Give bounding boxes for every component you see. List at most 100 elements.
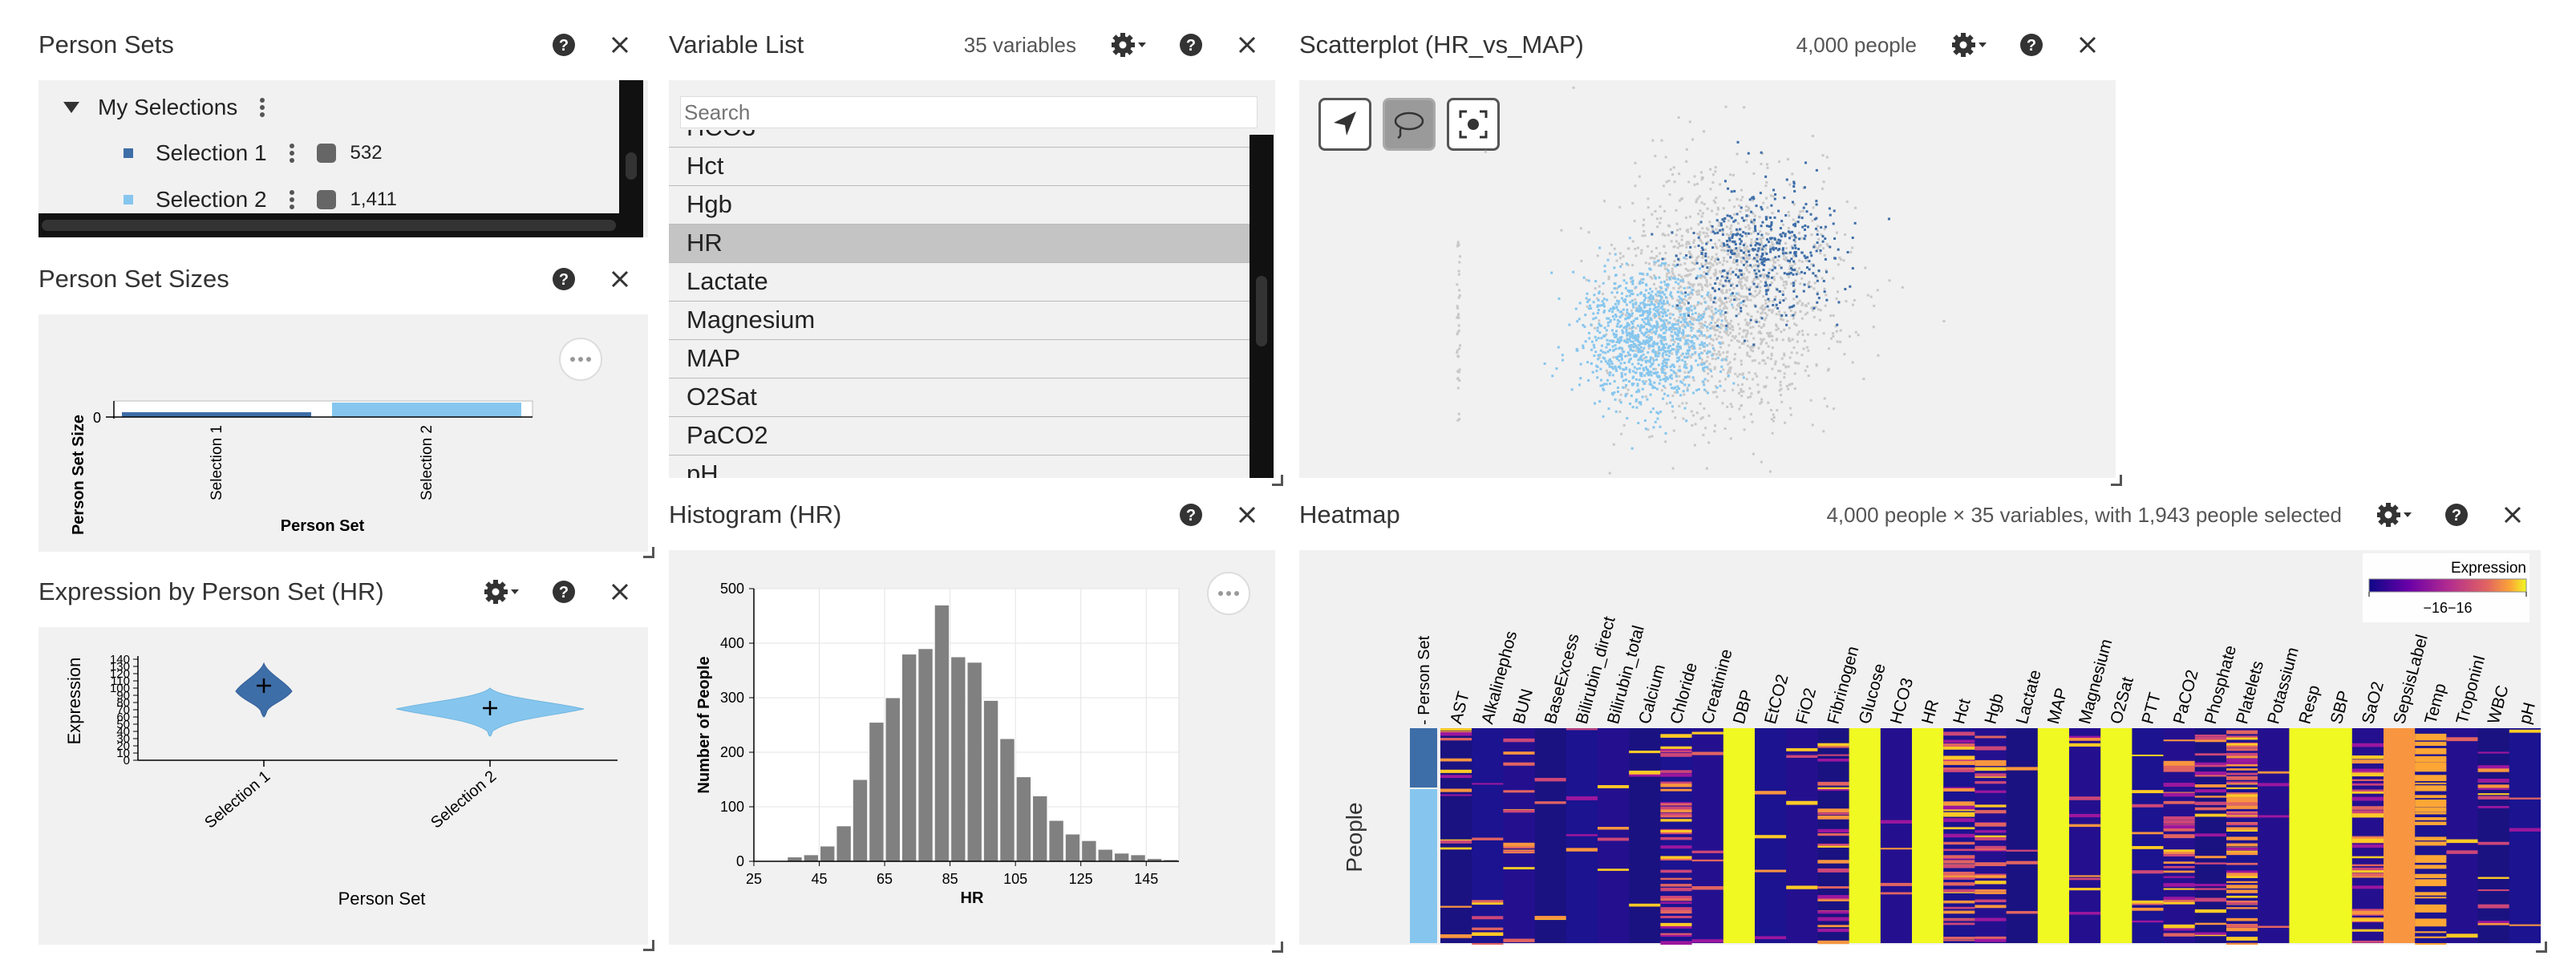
variable-item[interactable]: pH <box>669 456 1250 478</box>
variable-item-magnesium[interactable]: Magnesium <box>669 302 1250 340</box>
scatter-point <box>1793 361 1796 364</box>
variable-item-map[interactable]: MAP <box>669 340 1250 379</box>
set-row[interactable]: Selection 2 1,411 <box>124 187 397 213</box>
scatter-point <box>1626 311 1629 314</box>
scatter-point <box>1676 385 1679 388</box>
scatter-point <box>1704 308 1707 311</box>
variable-item-lactate[interactable]: Lactate <box>669 263 1250 302</box>
set-menu-icon[interactable] <box>289 141 294 165</box>
resize-handle[interactable] <box>1272 475 1283 486</box>
group-row-my-selections[interactable]: My Selections <box>63 95 287 120</box>
scatter-point <box>1681 277 1684 281</box>
close-button[interactable] <box>592 21 648 69</box>
scatter-point <box>1756 268 1759 271</box>
more-options-button[interactable] <box>559 338 602 381</box>
scatter-point <box>1653 312 1656 315</box>
close-button[interactable] <box>592 255 648 303</box>
chevron-down-icon[interactable] <box>63 101 80 114</box>
variable-item-o2sat[interactable]: O2Sat <box>669 379 1250 417</box>
fit-view-button[interactable] <box>1447 98 1500 151</box>
scatter-point <box>1677 287 1680 290</box>
y-tick-label: 0 <box>124 754 130 767</box>
scatter-point <box>1662 384 1665 387</box>
scatter-point <box>1723 330 1726 334</box>
more-options-button[interactable] <box>1207 572 1250 615</box>
variable-item-paco2[interactable]: PaCO2 <box>669 417 1250 456</box>
heatmap-canvas[interactable]: Expression −16−16 - Person Set People AS… <box>1299 550 2541 945</box>
variable-item[interactable]: HCO3 <box>669 130 1250 148</box>
settings-button[interactable] <box>2364 491 2428 539</box>
resize-handle[interactable] <box>1272 942 1283 953</box>
resize-handle[interactable] <box>643 547 654 558</box>
scatter-point <box>1620 324 1623 327</box>
heatmap-cell <box>1629 728 1661 943</box>
scatter-point <box>1815 227 1818 230</box>
scatter-point <box>1780 318 1783 321</box>
heatmap-cell <box>2226 794 2258 797</box>
horizontal-scrollbar[interactable] <box>38 213 619 237</box>
scatter-point <box>1792 304 1796 307</box>
resize-handle[interactable] <box>2111 475 2122 486</box>
help-button[interactable]: ? <box>1163 491 1219 539</box>
help-button[interactable]: ? <box>536 21 592 69</box>
scatter-point <box>1631 340 1634 343</box>
scatter-point <box>1736 304 1740 307</box>
scatter-point <box>1638 343 1641 346</box>
close-button[interactable] <box>2485 491 2541 539</box>
heatmap-cell <box>1975 746 2007 751</box>
help-button[interactable]: ? <box>1163 21 1219 69</box>
close-button[interactable] <box>1219 21 1275 69</box>
group-menu-icon[interactable] <box>260 95 265 119</box>
scatter-point <box>1745 219 1748 222</box>
variable-item-hgb[interactable]: Hgb <box>669 186 1250 225</box>
vertical-scrollbar[interactable] <box>619 80 643 237</box>
scatter-point <box>1692 379 1695 382</box>
scatter-point <box>1804 304 1807 307</box>
scatter-point <box>1783 352 1786 355</box>
lasso-tool-button[interactable] <box>1383 98 1436 151</box>
help-button[interactable]: ? <box>2428 491 2485 539</box>
scatter-point <box>1456 377 1460 380</box>
vertical-scrollbar[interactable] <box>1250 135 1274 478</box>
resize-handle[interactable] <box>2536 942 2547 953</box>
heatmap-cell <box>1472 927 1504 930</box>
settings-button[interactable] <box>1099 21 1163 69</box>
scatter-point <box>1730 319 1733 322</box>
help-button[interactable]: ? <box>2003 21 2060 69</box>
scatter-point <box>1631 293 1634 296</box>
variable-item-hr[interactable]: HR <box>669 225 1250 263</box>
scatter-point <box>1614 314 1618 318</box>
settings-button[interactable] <box>472 568 536 616</box>
help-button[interactable]: ? <box>536 255 592 303</box>
search-input[interactable] <box>680 96 1258 128</box>
set-row[interactable]: Selection 1 532 <box>124 140 383 166</box>
scatter-point <box>1618 285 1622 288</box>
scatter-point <box>1614 335 1618 338</box>
scatter-point <box>1773 197 1776 200</box>
pan-tool-button[interactable] <box>1318 98 1371 151</box>
scatter-point <box>1791 383 1794 386</box>
scatter-point <box>1760 280 1763 283</box>
heatmap-cell <box>2351 806 2384 810</box>
help-button[interactable]: ? <box>536 568 592 616</box>
close-button[interactable] <box>1219 491 1275 539</box>
set-menu-icon[interactable] <box>289 188 294 212</box>
scatter-point <box>1790 314 1793 318</box>
scatter-point <box>1695 256 1699 259</box>
settings-button[interactable] <box>1939 21 2003 69</box>
resize-handle[interactable] <box>643 940 654 951</box>
heatmap-cell <box>1943 882 1975 886</box>
close-button[interactable] <box>2060 21 2116 69</box>
scatter-point <box>1687 314 1691 318</box>
scatter-point <box>1784 247 1788 250</box>
set-color-swatch[interactable] <box>124 148 133 158</box>
scatter-point <box>1664 371 1667 375</box>
scatter-point <box>1666 300 1669 303</box>
scatterplot-canvas[interactable] <box>1299 80 2116 478</box>
close-button[interactable] <box>592 568 648 616</box>
variable-item-hct[interactable]: Hct <box>669 148 1250 186</box>
scatter-point <box>1813 244 1817 247</box>
scatter-point <box>1832 334 1835 338</box>
set-color-swatch[interactable] <box>124 195 133 205</box>
scatter-point <box>1592 343 1595 346</box>
